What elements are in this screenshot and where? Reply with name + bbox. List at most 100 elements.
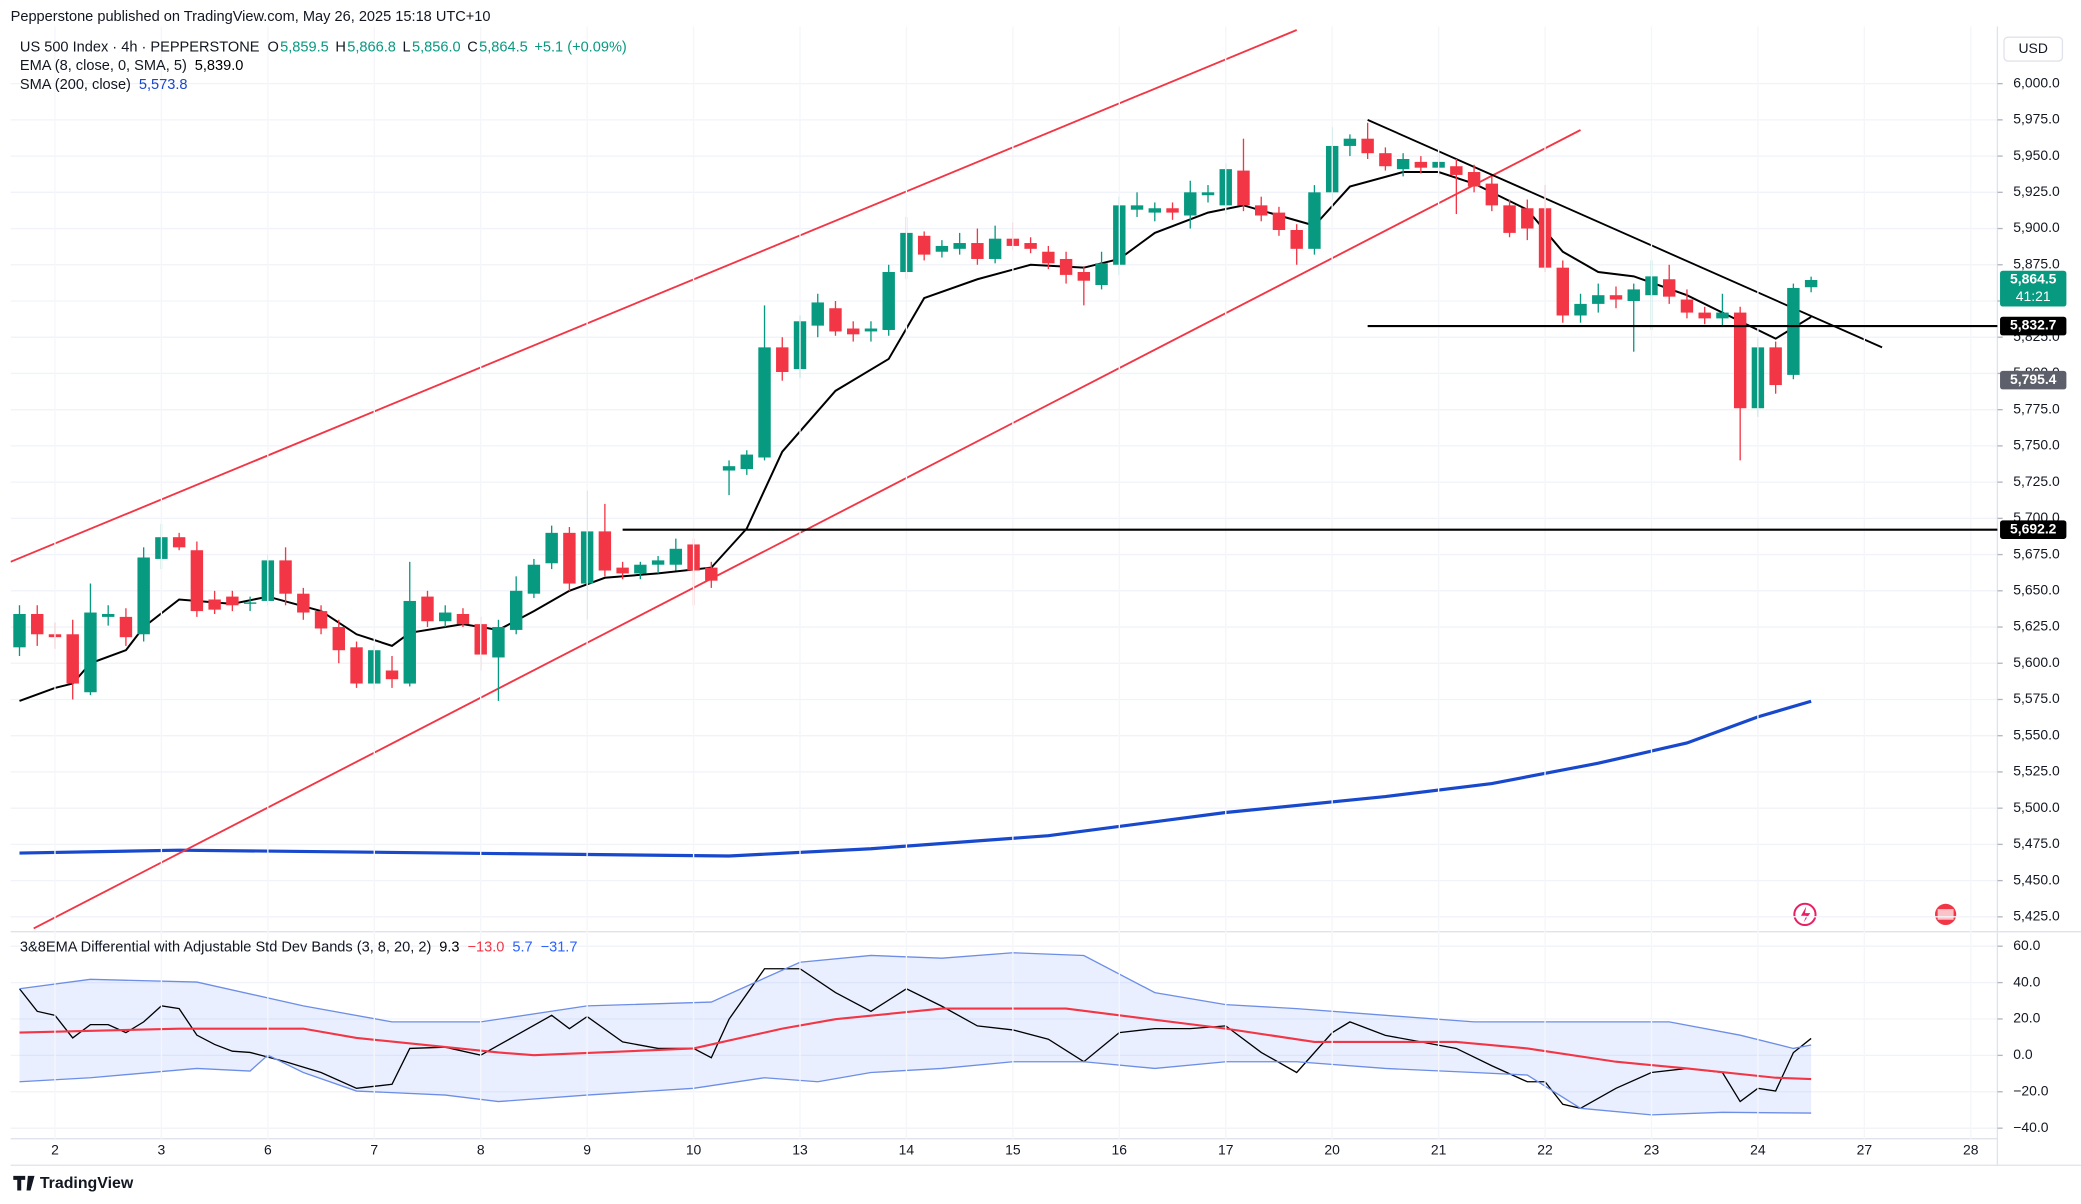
ohlc-key: H — [335, 40, 346, 56]
x-tick-label: 24 — [1750, 1141, 1766, 1157]
y-tick-label: 60.0 — [2013, 937, 2040, 953]
x-tick-label: 15 — [1005, 1141, 1021, 1157]
candle-body — [953, 243, 966, 249]
candle-body — [740, 454, 753, 470]
candle-body — [492, 627, 505, 658]
candle-body — [119, 616, 133, 638]
y-tick-label: 5,600.0 — [2013, 654, 2060, 670]
y-tick-label: 5,675.0 — [2013, 545, 2060, 561]
y-tick-label: 0.0 — [2013, 1046, 2033, 1062]
publisher-line: Pepperstone published on TradingView.com… — [11, 9, 491, 25]
candle-body — [527, 564, 541, 594]
candle-body — [1148, 208, 1161, 213]
x-tick-label: 9 — [583, 1141, 591, 1157]
candle-body — [651, 560, 665, 565]
candle-body — [616, 567, 629, 574]
ohlc-value: 5,864.5 — [479, 40, 528, 56]
x-tick-label: 21 — [1431, 1141, 1447, 1157]
candle-body — [1255, 205, 1268, 216]
ohlc-value: 5,866.8 — [347, 40, 396, 56]
x-tick-label: 17 — [1218, 1141, 1234, 1157]
candle-body — [563, 532, 576, 584]
candle-body — [226, 596, 239, 606]
candle-body — [864, 328, 878, 332]
indicator-title: 3&8EMA Differential with Adjustable Std … — [20, 939, 431, 955]
candle-body — [1609, 295, 1623, 300]
x-tick-label: 16 — [1112, 1141, 1128, 1157]
trendline — [10, 29, 1298, 563]
overlay-value: 5,573.8 — [139, 77, 188, 93]
candle-body — [1680, 299, 1694, 313]
y-tick-label: 5,725.0 — [2013, 473, 2060, 489]
candle-body — [350, 647, 363, 684]
candle-body — [1130, 205, 1144, 210]
lower-band — [19, 1054, 1812, 1116]
x-tick-label: 27 — [1857, 1141, 1873, 1157]
candle-body — [1379, 153, 1392, 167]
candle-body — [669, 548, 683, 565]
candle-body — [917, 235, 931, 255]
brand-logo — [13, 1175, 35, 1191]
candle-body — [1290, 229, 1303, 249]
candle-body — [279, 560, 292, 594]
ohlc-key: L — [403, 40, 411, 56]
indicator-value: 5.7 — [512, 939, 532, 955]
candle-body — [1095, 263, 1108, 286]
x-tick-label: 8 — [477, 1141, 485, 1157]
candle-body — [1804, 279, 1818, 288]
currency-box[interactable] — [2003, 36, 2064, 62]
y-tick-label: 5,775.0 — [2013, 400, 2060, 416]
x-tick-label: 6 — [264, 1141, 272, 1157]
price-tag — [2000, 270, 2067, 307]
candle-body — [1361, 138, 1374, 154]
candle-body — [1184, 192, 1197, 216]
y-tick-label: 5,550.0 — [2013, 726, 2060, 742]
x-tick-label: 23 — [1644, 1141, 1660, 1157]
candle-body — [1521, 208, 1534, 229]
candle-body — [758, 347, 771, 458]
candle-body — [1024, 243, 1037, 249]
level-tag-label: 5,692.2 — [2010, 520, 2057, 536]
candle-body — [190, 550, 204, 612]
candle-body — [421, 596, 434, 622]
level-tag — [2000, 316, 2067, 336]
candle-body — [1166, 208, 1179, 213]
candle-body — [1396, 158, 1410, 170]
y-tick-label: 5,475.0 — [2013, 835, 2060, 851]
y-tick-label: 5,750.0 — [2013, 437, 2060, 453]
candle-body — [243, 602, 257, 604]
band-fill — [19, 952, 1812, 1115]
flag-glyph — [1937, 909, 1954, 920]
y-tick-label: 5,650.0 — [2013, 581, 2060, 597]
candle-body — [137, 557, 150, 635]
candle-body — [332, 627, 346, 651]
change-label: +5.1 (+0.09%) — [534, 40, 626, 56]
y-tick-label: 20.0 — [2013, 1010, 2040, 1026]
candle-body — [1556, 267, 1569, 316]
ohlc-value: 5,859.5 — [280, 40, 329, 56]
x-tick-label: 28 — [1963, 1141, 1979, 1157]
y-tick-label: 5,450.0 — [2013, 871, 2060, 887]
candle-body — [1308, 192, 1321, 249]
candle-body — [84, 612, 97, 693]
candle-body — [882, 272, 895, 330]
x-tick-label: 7 — [370, 1141, 378, 1157]
ohlc-key: C — [467, 40, 478, 56]
candle-body — [1574, 303, 1587, 316]
symbol-title: US 500 Index · 4h · PEPPERSTONE — [20, 40, 260, 56]
y-tick-label: 5,500.0 — [2013, 799, 2060, 815]
candle-body — [1042, 251, 1055, 264]
candle-body — [971, 243, 984, 259]
y-tick-label: −40.0 — [2013, 1119, 2048, 1135]
y-tick-label: 5,525.0 — [2013, 763, 2060, 779]
candle-body — [13, 613, 26, 648]
level-tag-label: 5,832.7 — [2010, 317, 2057, 333]
level-tag — [2000, 520, 2067, 539]
ohlc-value: 5,856.0 — [412, 40, 461, 56]
indicator-value: −31.7 — [541, 939, 578, 955]
candle-body — [456, 613, 470, 625]
candle-body — [545, 532, 558, 564]
candle-body — [1733, 312, 1747, 409]
